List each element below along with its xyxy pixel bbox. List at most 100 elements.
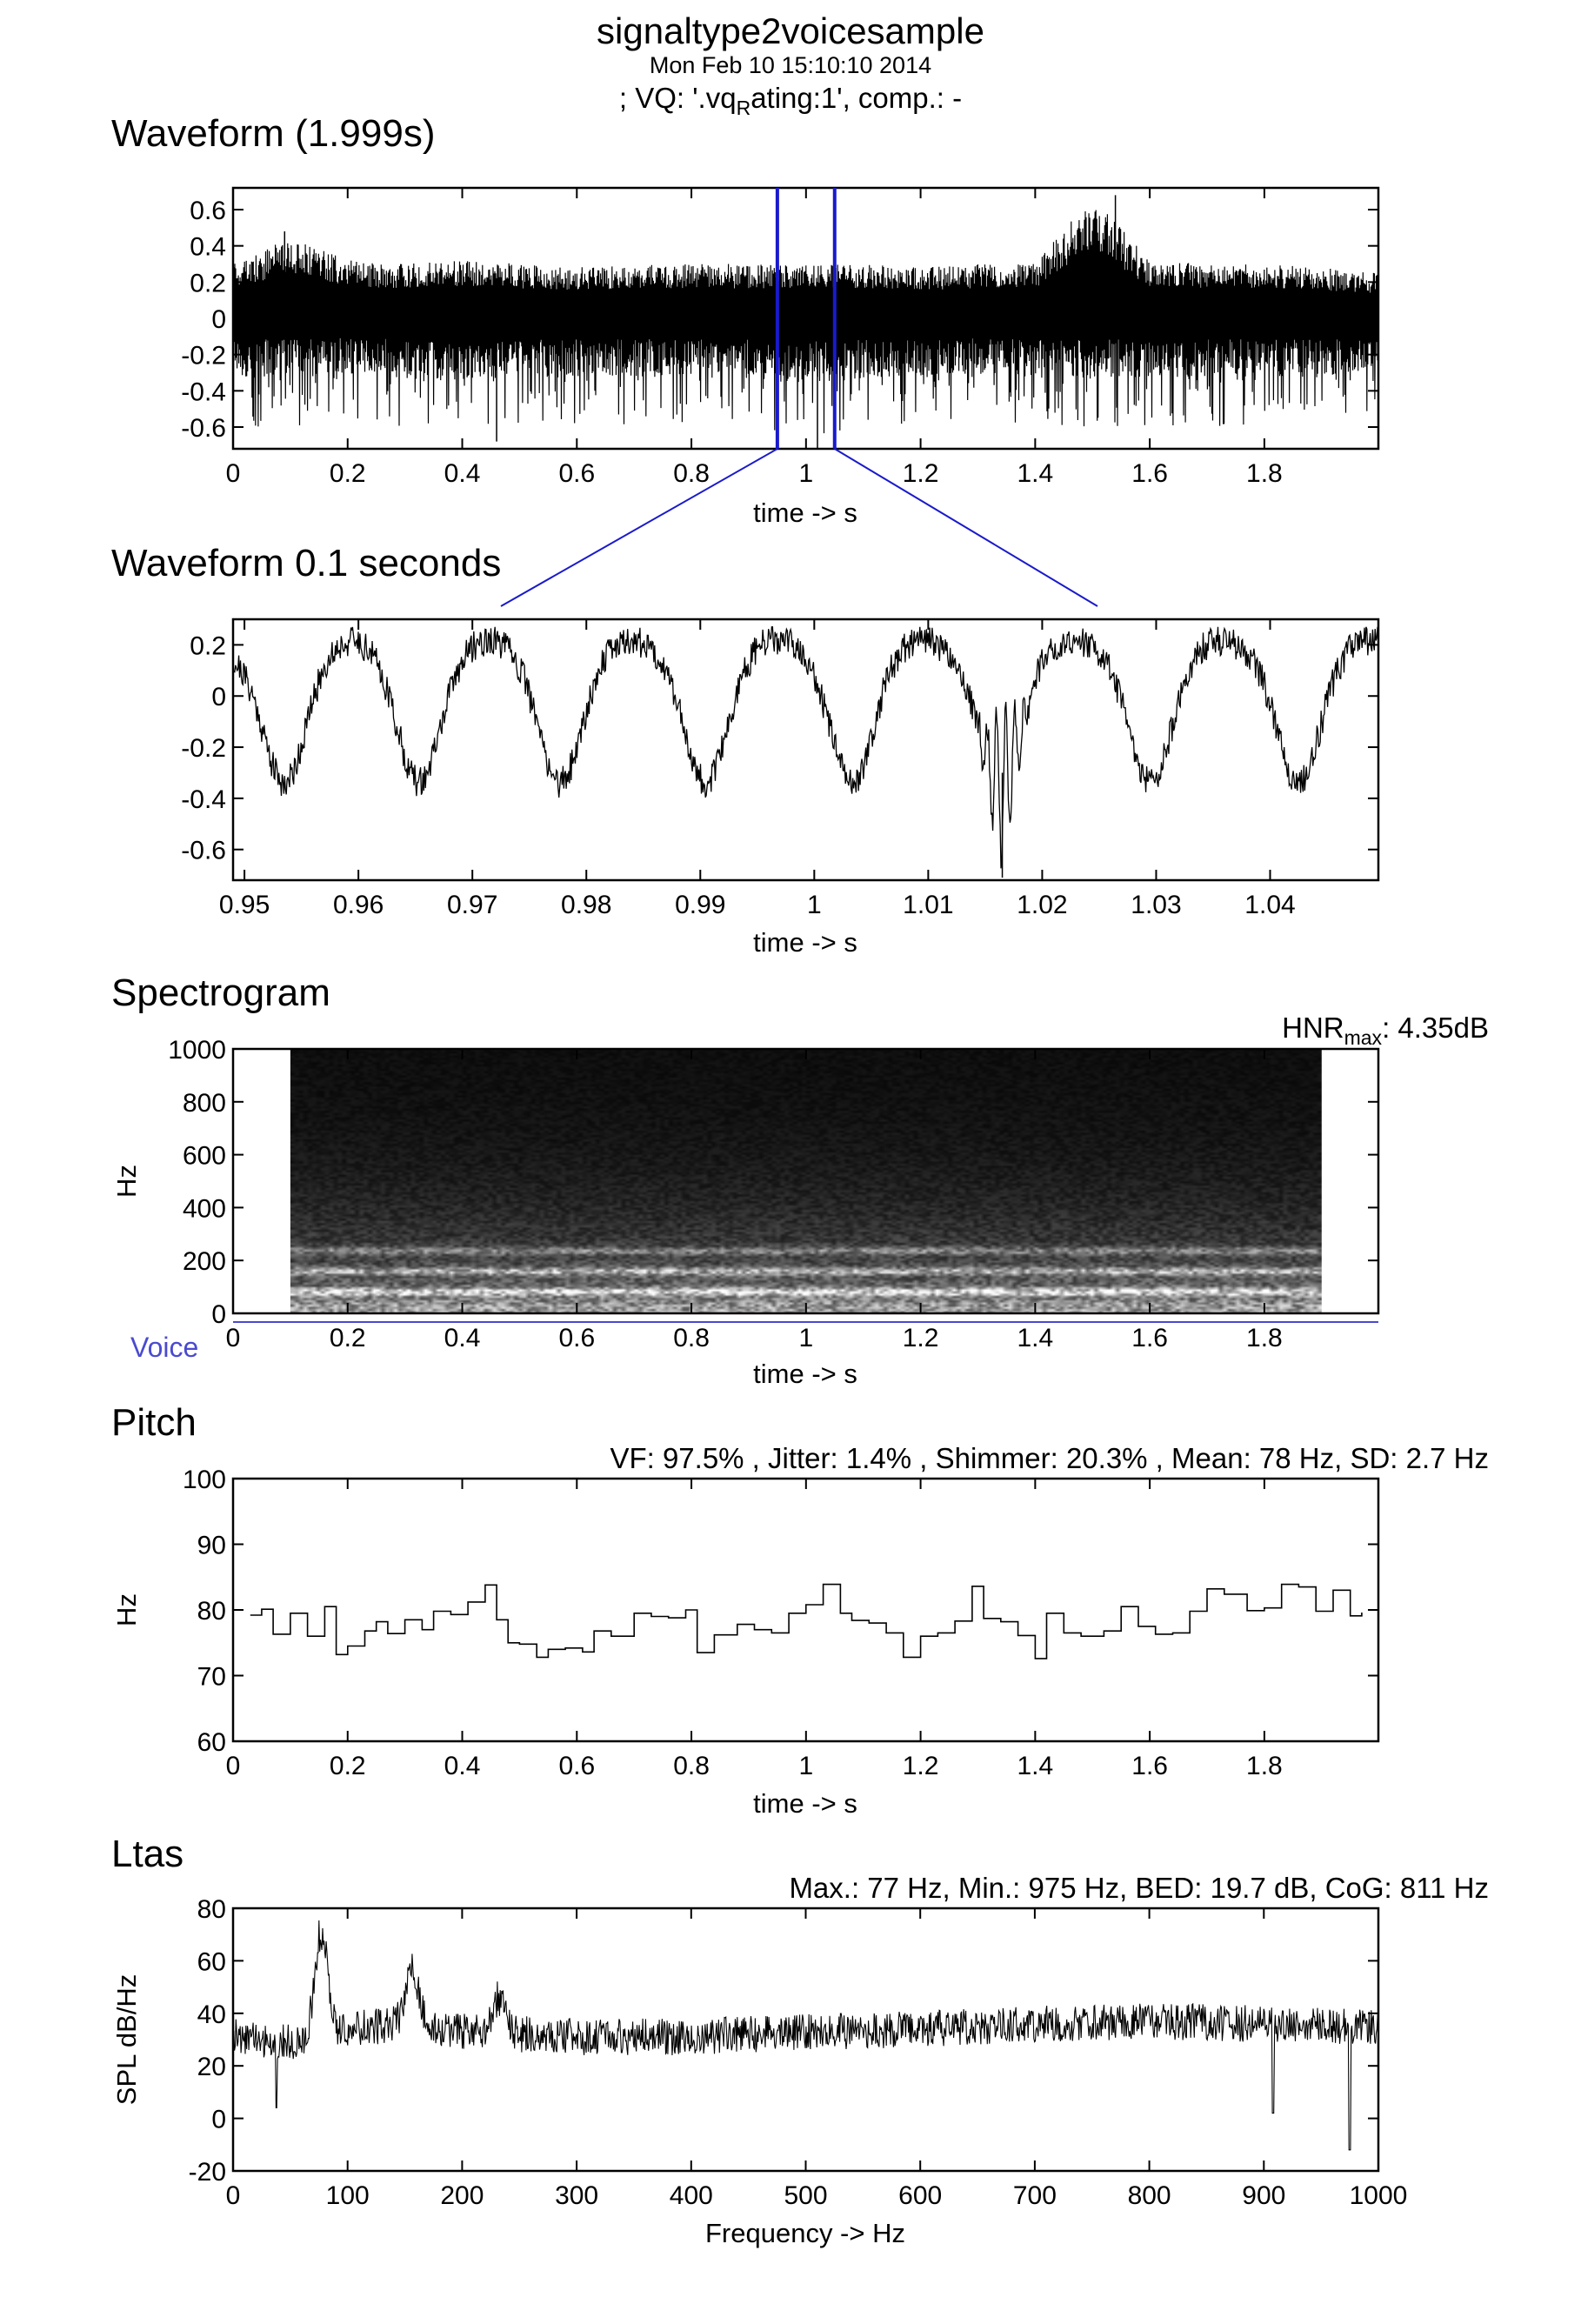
ltas-xtick-label: 100 [326, 2181, 370, 2210]
pitch-ytick-label: 70 [197, 1663, 226, 1692]
waveform-ytick-label: 0 [211, 305, 226, 334]
waveform-zoom-xtick-label: 0.97 [447, 891, 497, 919]
ltas-ytick-label: 0 [211, 2106, 226, 2134]
ltas-ytick-label: 20 [197, 2053, 226, 2081]
waveform-xtick-label: 1.4 [1017, 459, 1054, 488]
spectrogram-xtick-label: 1 [798, 1324, 813, 1352]
panel-pitch: Pitch VF: 97.5% , Jitter: 1.4% , Shimmer… [111, 1401, 1489, 1819]
spectrogram-xtick-label: 1.4 [1017, 1324, 1054, 1352]
pitch-xtick-label: 0.2 [330, 1752, 366, 1780]
pitch-xtick-label: 1 [798, 1752, 813, 1780]
ltas-xtick-label: 700 [1013, 2181, 1057, 2210]
spectrogram-ytick-label: 400 [183, 1194, 226, 1223]
waveform-xtick-label: 1 [798, 459, 813, 488]
waveform-xlabel: time -> s [753, 498, 857, 528]
ltas-xtick-label: 500 [784, 2181, 827, 2210]
spectrogram-ytick-label: 1000 [168, 1036, 226, 1065]
waveform-zoom-ytick-label: 0.2 [190, 631, 226, 660]
waveform-zoom-xtick-label: 0.95 [219, 891, 270, 919]
spectrogram-ytick-label: 800 [183, 1089, 226, 1118]
waveform-ytick-label: -0.6 [181, 414, 226, 443]
waveform-xtick-label: 0.6 [558, 459, 595, 488]
hnr-value: : 4.35dB [1382, 1012, 1489, 1044]
hnr-subscript: max [1344, 1026, 1383, 1049]
waveform-zoom-xtick-label: 1 [807, 891, 822, 919]
spectrogram-ytick-label: 200 [183, 1247, 226, 1276]
waveform-xtick-label: 1.2 [903, 459, 939, 488]
waveform-ytick-label: 0.2 [190, 269, 226, 297]
waveform-zoom-xtick-label: 1.02 [1017, 891, 1067, 919]
ltas-plot: 0 100 200 300 400 500 600 700 800 900 100080604020… [189, 1895, 1408, 2210]
figure-date: Mon Feb 10 15:10:10 2014 [650, 52, 931, 78]
waveform-xtick-label: 0.4 [444, 459, 481, 488]
spectrogram-xlabel: time -> s [753, 1359, 857, 1389]
vq-subscript: R [737, 97, 751, 119]
spectrogram-image [290, 1049, 1322, 1313]
panel-waveform: Waveform (1.999s) 0 0.2 0.4 0.6 0.8 1 1.2 1.4 1.… [111, 112, 1380, 607]
vq-suffix: ating:1', comp.: - [750, 82, 962, 114]
spectrogram-xtick-label: 0 [226, 1324, 241, 1352]
spectrogram-xtick-label: 0.8 [673, 1324, 710, 1352]
pitch-xtick-label: 0 [226, 1752, 241, 1780]
ltas-xtick-label: 300 [555, 2181, 598, 2210]
pitch-xtick-label: 1.4 [1017, 1752, 1054, 1780]
pitch-xtick-label: 1.2 [903, 1752, 939, 1780]
ltas-ytick-label: -20 [189, 2158, 226, 2187]
waveform-xtick-label: 0.8 [673, 459, 710, 488]
figure-vq-line: ; VQ: '.vqRating:1', comp.: - [619, 82, 962, 119]
ltas-xtick-label: 400 [670, 2181, 713, 2210]
pitch-xtick-label: 1.6 [1131, 1752, 1168, 1780]
zoom-connector-left [500, 448, 778, 607]
waveform-zoom-xtick-label: 0.99 [675, 891, 725, 919]
ltas-ytick-label: 60 [197, 1947, 226, 1976]
waveform-trace [232, 210, 1379, 434]
spectrogram-xtick-label: 0.2 [330, 1324, 366, 1352]
header: signaltype2voicesample Mon Feb 10 15:10:… [597, 10, 984, 119]
spectrogram-ytick-label: 0 [211, 1300, 226, 1329]
waveform-zoom-ytick-label: -0.6 [181, 837, 226, 865]
waveform-title: Waveform (1.999s) [111, 112, 435, 155]
panel-spectrogram: Spectrogram HNRmax: 4.35dB 0 0.2 0.4 0.6 0.8… [111, 972, 1489, 1389]
pitch-title: Pitch [111, 1401, 197, 1444]
panel-waveform-zoom: Waveform 0.1 seconds 0.95 0.96 0.97 0.98 0.9… [111, 542, 1380, 958]
waveform-zoom-ytick-label: 0 [211, 683, 226, 711]
ltas-frame [231, 1907, 1380, 2173]
spectrogram-annotation: HNRmax: 4.35dB [1282, 1012, 1489, 1049]
spectrogram-xtick-label: 1.8 [1246, 1324, 1283, 1352]
pitch-xtick-label: 0.8 [673, 1752, 710, 1780]
ltas-xtick-label: 0 [226, 2181, 241, 2210]
spectrogram-xtick-label: 1.2 [903, 1324, 939, 1352]
waveform-frame [231, 186, 1380, 451]
voice-label: Voice [130, 1332, 198, 1363]
waveform-zoom-trace [232, 626, 1379, 869]
spectrogram-plot: 0 0.2 0.4 0.6 0.8 1 1.2 1.4 1.6 1.8 1000 800 600 400 2… [168, 1036, 1380, 1352]
ltas-xlabel: Frequency -> Hz [705, 2218, 905, 2248]
spectrogram-xtick-label: 0.4 [444, 1324, 481, 1352]
waveform-zoom-ytick-label: -0.4 [181, 785, 226, 814]
waveform-xtick-label: 1.8 [1246, 459, 1283, 488]
waveform-ytick-label: -0.4 [181, 377, 226, 406]
ltas-xtick-label: 1000 [1350, 2181, 1408, 2210]
ltas-ytick-label: 80 [197, 1895, 226, 1924]
waveform-plot: 0 0.2 0.4 0.6 0.8 1 1.2 1.4 1.6 1.8 0.6 0.4 0.2 0 -0.2… [181, 186, 1380, 488]
pitch-xlabel: time -> s [753, 1788, 857, 1819]
waveform-zoom-xtick-label: 1.04 [1244, 891, 1295, 919]
ltas-title: Ltas [111, 1833, 183, 1875]
ltas-trace [232, 1920, 1379, 2151]
spectrogram-ylabel: Hz [111, 1165, 142, 1198]
pitch-ytick-label: 60 [197, 1728, 226, 1757]
waveform-ytick-label: 0.4 [190, 233, 226, 262]
ltas-ylabel: SPL dB/Hz [111, 1974, 142, 2105]
pitch-ytick-label: 90 [197, 1532, 226, 1560]
waveform-zoom-xtick-label: 1.01 [903, 891, 953, 919]
waveform-zoom-title: Waveform 0.1 seconds [111, 542, 501, 584]
waveform-zoom-xtick-label: 1.03 [1131, 891, 1181, 919]
waveform-zoom-ytick-label: -0.2 [181, 734, 226, 763]
pitch-ytick-label: 80 [197, 1597, 226, 1626]
zoom-connector-right [834, 448, 1098, 607]
pitch-ytick-label: 100 [183, 1466, 226, 1494]
ltas-ytick-label: 40 [197, 2000, 226, 2029]
waveform-zoom-frame [231, 618, 1380, 882]
ltas-xtick-label: 900 [1242, 2181, 1285, 2210]
waveform-ytick-label: -0.2 [181, 342, 226, 371]
